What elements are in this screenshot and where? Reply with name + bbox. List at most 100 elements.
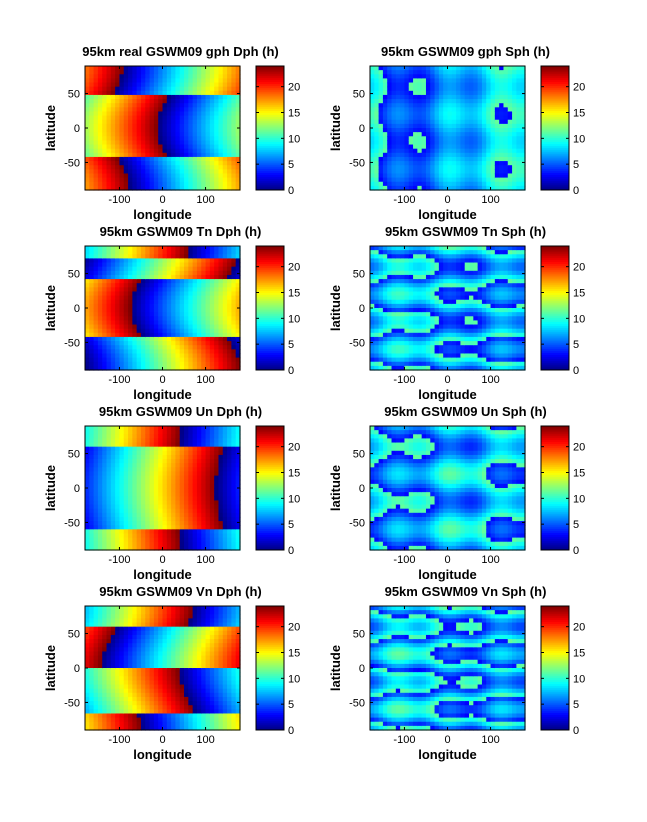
heatmap-cell (413, 132, 418, 137)
heatmap-cell (123, 185, 129, 191)
heatmap-cell (149, 128, 155, 133)
heatmap-cell (477, 316, 483, 321)
heatmap-cell (132, 341, 138, 346)
heatmap-cell (447, 169, 453, 175)
heatmap-cell (516, 341, 522, 346)
heatmap-cell (464, 132, 470, 137)
heatmap-cell (382, 246, 388, 251)
heatmap-cell (447, 308, 453, 313)
heatmap-cell (421, 250, 427, 255)
heatmap-cell (473, 324, 479, 330)
colorbar-swatch (256, 354, 284, 357)
heatmap-cell (438, 299, 444, 305)
heatmap-cell (192, 123, 198, 129)
heatmap-cell (119, 349, 125, 355)
heatmap-cell (494, 345, 500, 350)
heatmap-cell (387, 173, 393, 179)
heatmap-cell (136, 287, 142, 293)
heatmap-cell (417, 136, 423, 141)
heatmap-cell (503, 82, 509, 88)
colorbar-swatch (541, 131, 569, 135)
colorbar-swatch (256, 366, 284, 369)
heatmap-cell (222, 283, 228, 288)
heatmap-cell (516, 115, 522, 121)
heatmap-cell (119, 165, 125, 170)
heatmap-cell (374, 156, 380, 162)
heatmap-cell (486, 74, 492, 79)
heatmap-cell (451, 82, 457, 88)
colorbar-swatch (256, 67, 284, 71)
heatmap-cell (231, 181, 237, 187)
colorbar-swatch (256, 306, 284, 309)
y-axis-label: latitude (328, 285, 343, 331)
heatmap-cell (132, 283, 138, 288)
heatmap-cell (469, 254, 474, 259)
heatmap-cell (179, 295, 185, 301)
heatmap-cell (490, 266, 496, 272)
heatmap-cell (128, 152, 133, 158)
heatmap-cell (231, 328, 237, 334)
heatmap-cell (115, 479, 121, 485)
heatmap-cell (516, 361, 522, 367)
heatmap-cell (119, 450, 125, 456)
heatmap-cell (166, 312, 172, 317)
heatmap-cell (512, 140, 517, 146)
heatmap-cell (222, 262, 228, 268)
heatmap-cell (408, 103, 414, 108)
heatmap-cell (391, 173, 397, 179)
heatmap-cell (520, 274, 526, 280)
heatmap-cell (171, 78, 177, 84)
heatmap-cell (413, 357, 418, 363)
heatmap-cell (115, 103, 121, 108)
heatmap-cell (132, 303, 138, 309)
heatmap-cell (235, 361, 241, 367)
heatmap-cell (227, 312, 232, 317)
heatmap-cell (473, 312, 479, 317)
heatmap-cell (205, 140, 211, 146)
heatmap-cell (93, 463, 99, 468)
heatmap-cell (430, 82, 436, 88)
heatmap-cell (473, 254, 479, 259)
heatmap-cell (456, 332, 462, 338)
heatmap-cell (370, 86, 375, 92)
heatmap-cell (175, 336, 181, 342)
heatmap-cell (464, 299, 470, 305)
heatmap-cell (192, 349, 198, 355)
heatmap-cell (97, 483, 103, 489)
heatmap-cell (201, 316, 207, 321)
heatmap-cell (102, 496, 108, 501)
heatmap-cell (464, 90, 470, 96)
heatmap-cell (123, 152, 129, 158)
heatmap-cell (400, 295, 406, 301)
heatmap-cell (85, 254, 90, 259)
colorbar-tick-label: 0 (573, 365, 579, 377)
heatmap-cell (503, 70, 509, 75)
heatmap-cell (235, 254, 241, 259)
heatmap-cell (171, 156, 177, 162)
heatmap-cell (188, 70, 194, 75)
heatmap-cell (222, 295, 228, 301)
heatmap-cell (413, 119, 418, 125)
heatmap-cell (222, 357, 228, 363)
heatmap-cell (192, 312, 198, 317)
colorbar-tick-label: 20 (573, 262, 585, 274)
heatmap-cell (490, 161, 496, 166)
heatmap-cell (119, 74, 125, 79)
heatmap-cell (106, 136, 112, 141)
heatmap-cell (102, 525, 108, 530)
heatmap-cell (119, 283, 125, 288)
heatmap-cell (499, 119, 505, 125)
heatmap-cell (447, 165, 453, 170)
heatmap-cell (136, 254, 142, 259)
heatmap-cell (481, 161, 487, 166)
heatmap-cell (218, 299, 224, 305)
heatmap-cell (166, 254, 172, 259)
heatmap-cell (235, 299, 241, 305)
heatmap-cell (85, 295, 90, 301)
heatmap-cell (503, 123, 509, 129)
heatmap-cell (400, 328, 406, 334)
heatmap-cell (520, 86, 526, 92)
heatmap-cell (218, 128, 224, 133)
heatmap-cell (395, 316, 401, 321)
heatmap-cell (218, 123, 224, 129)
